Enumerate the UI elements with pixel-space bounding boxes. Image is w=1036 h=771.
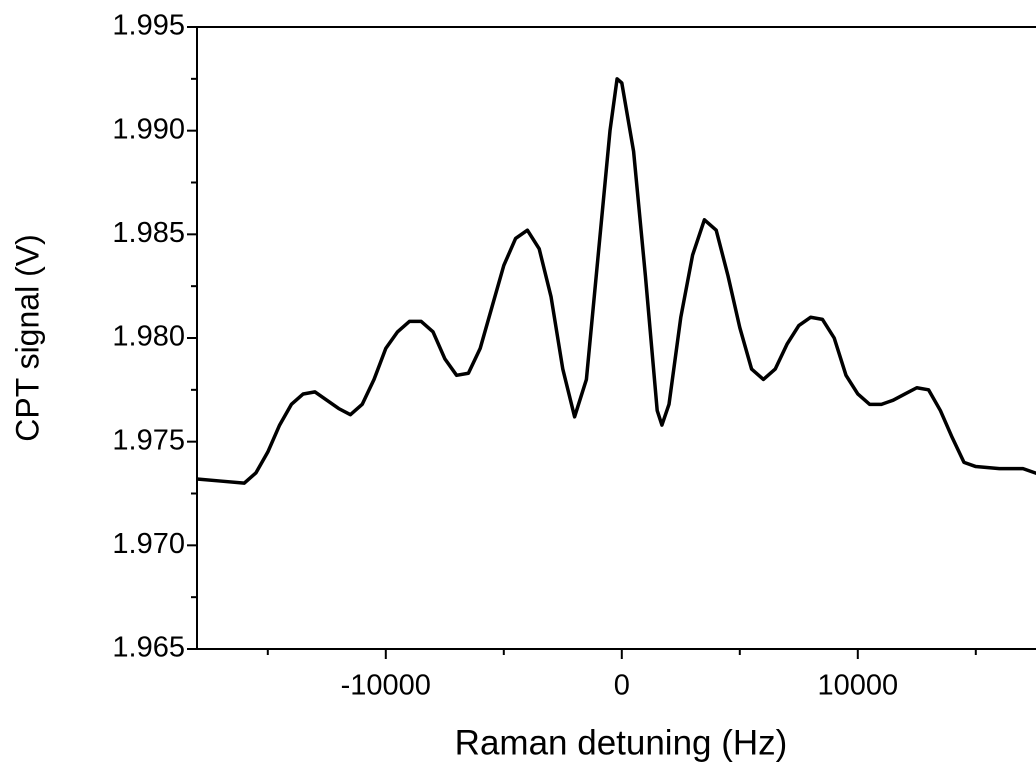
x-axis-title: Raman detuning (Hz) [455,723,788,762]
y-tick-label: 1.995 [112,10,185,42]
x-tick-label: -10000 [341,670,431,702]
x-tick-label: 10000 [817,670,898,702]
y-tick-label: 1.985 [112,217,185,249]
x-tick-label: 0 [614,670,630,702]
y-axis-title: CPT signal (V) [9,234,45,441]
y-tick-label: 1.990 [112,113,185,145]
y-tick-label: 1.970 [112,528,185,560]
y-tick-label: 1.965 [112,632,185,664]
y-tick-label: 1.980 [112,321,185,353]
y-tick-label: 1.975 [112,424,185,456]
data-line [196,77,1036,485]
